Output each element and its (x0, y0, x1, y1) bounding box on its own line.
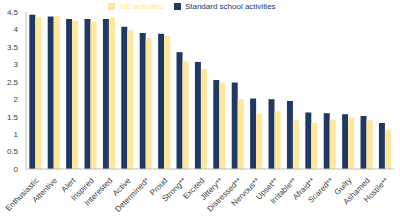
svg-text:2.5: 2.5 (8, 78, 19, 87)
html-text:GE activities: GE activities (119, 2, 164, 11)
svg-text:Nervous**: Nervous** (229, 176, 262, 208)
svg-text:1.5: 1.5 (8, 113, 19, 122)
svg-text:Afraid**: Afraid** (291, 176, 317, 202)
svg-text:Active: Active (110, 176, 133, 198)
svg-text:Jittery**: Jittery** (198, 176, 225, 202)
svg-text:2: 2 (14, 95, 19, 104)
svg-text:Scared**: Scared** (306, 176, 335, 205)
svg-text:Inspired: Inspired (69, 176, 96, 203)
svg-text:Hostile**: Hostile** (362, 176, 390, 204)
svg-text:0: 0 (14, 165, 19, 174)
svg-text:Interested: Interested (83, 176, 115, 208)
svg-text:Attentive: Attentive (31, 176, 60, 205)
svg-text:Upset**: Upset** (254, 176, 280, 202)
svg-text:1: 1 (14, 130, 19, 139)
html-text:Standard school activities: Standard school activities (184, 2, 276, 11)
svg-text:Ashamed: Ashamed (341, 176, 372, 207)
svg-text:Excited: Excited (181, 176, 207, 201)
svg-text:0.5: 0.5 (8, 147, 19, 156)
svg-text:Strong**: Strong** (160, 176, 187, 203)
svg-text:Alert: Alert (59, 176, 78, 195)
svg-text:Distressed**: Distressed** (205, 176, 243, 214)
svg-text:Determined*: Determined* (113, 176, 151, 214)
svg-text:Guilty: Guilty (332, 176, 354, 197)
svg-text:4.5: 4.5 (8, 8, 19, 17)
svg-text:Proud: Proud (148, 176, 170, 198)
svg-text:3.5: 3.5 (8, 43, 19, 52)
svg-text:3: 3 (14, 60, 19, 69)
svg-text:Irritable**: Irritable** (269, 176, 299, 206)
svg-text:4: 4 (14, 25, 19, 34)
